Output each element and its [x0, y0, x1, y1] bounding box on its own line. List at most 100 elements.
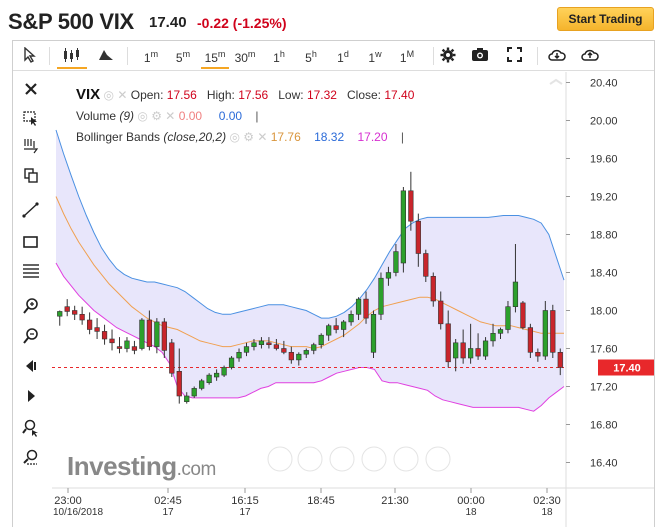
candle-down [87, 319, 93, 330]
cursor-icon[interactable] [17, 41, 43, 69]
timeframe-number: 1 [143, 51, 151, 65]
timeframe-number: 30 [234, 51, 248, 65]
candle-up [228, 357, 235, 368]
candle-down [116, 346, 123, 349]
price-chart[interactable]: 20.40 20.00 19.60 19.20 18.80 18.40 18.00 17.60… [52, 72, 656, 527]
gear-icon[interactable] [437, 41, 459, 69]
upload-icon[interactable] [578, 41, 602, 69]
rectangle-icon[interactable] [21, 232, 41, 252]
timeframe-15m-button[interactable]: 15m [201, 41, 229, 69]
scroll-right-icon[interactable] [21, 386, 41, 406]
chart-helper-icon [549, 78, 563, 85]
volume-value-2: 0.00 [218, 109, 243, 123]
candle-down [101, 331, 108, 340]
price-change: -0.22 (-1.25%) [197, 15, 287, 31]
volume-settings-icon[interactable]: ◎ ⚙ ✕ [137, 109, 179, 123]
copy-icon[interactable] [21, 166, 41, 186]
scroll-left-icon[interactable] [21, 356, 41, 376]
chart-nav-button [297, 446, 323, 472]
time-tick-date: 17 [162, 507, 174, 518]
timeframe-5h-button[interactable]: 5h [297, 41, 325, 69]
timeframe-number: 1 [273, 51, 280, 65]
time-tick-label: 02:45 [154, 495, 182, 507]
zoom-in-icon[interactable] [21, 296, 41, 316]
time-tick-label: 02:30 [533, 495, 561, 507]
ohlc-legend: VIX ◎ ✕ Open: 17.56 High: 17.56 Low: 17.… [76, 86, 414, 103]
magnet-icon[interactable] [21, 136, 41, 156]
low-value: 17.32 [306, 88, 337, 102]
candle-up [468, 348, 474, 359]
candle-up [221, 367, 227, 376]
candle-up [497, 329, 504, 334]
candle-up [57, 311, 63, 317]
timeframe-1h-button[interactable]: 1h [265, 41, 293, 69]
camera-icon[interactable] [469, 41, 491, 69]
investing-watermark: Investing.com [67, 451, 216, 482]
timeframe-1m-button[interactable]: 1m [137, 41, 165, 69]
candle-up [370, 314, 377, 353]
fibonacci-icon[interactable] [21, 260, 41, 280]
candle-up [184, 395, 190, 402]
price-tick-label: 18.40 [590, 268, 618, 280]
candle-down [550, 310, 556, 353]
chart-nav-button [329, 446, 355, 472]
area-chart-icon[interactable] [93, 41, 119, 69]
time-tick-label: 21:30 [381, 495, 409, 507]
bollinger-middle-line [55, 196, 564, 350]
chart-toolbar: 1m 5m 15m 30m 1h 5h 1d 1w 1M [13, 41, 654, 71]
low-label: Low: [278, 88, 304, 102]
candle-down [408, 190, 414, 222]
zoom-out-icon[interactable] [21, 326, 41, 346]
candle-down [273, 344, 279, 349]
download-icon[interactable] [545, 41, 569, 69]
price-tick-label: 20.00 [590, 116, 618, 128]
candle-up [400, 190, 406, 264]
candle-up [296, 353, 302, 361]
eye-icon[interactable]: ◎ ✕ [103, 88, 131, 102]
toolbar-separator [433, 47, 434, 65]
bollinger-legend: Bollinger Bands (close,20,2) ◎ ⚙ ✕ 17.76… [76, 130, 404, 144]
drawing-tools [13, 72, 51, 472]
close-icon[interactable] [21, 79, 41, 99]
bollinger-mid-value: 17.76 [270, 130, 301, 144]
candle-down [79, 314, 85, 321]
fullscreen-icon[interactable] [503, 41, 525, 69]
bollinger-upper-line [55, 129, 565, 319]
timeframe-30m-button[interactable]: 30m [231, 41, 259, 69]
toolbar-separator [537, 47, 538, 65]
candle-down [131, 346, 138, 351]
candle-up [326, 325, 332, 336]
open-value: 17.56 [166, 88, 197, 102]
candle-down [146, 319, 152, 347]
bollinger-settings-icon[interactable]: ◎ ⚙ ✕ [229, 130, 271, 144]
candle-up [154, 321, 160, 347]
volume-param: (9) [119, 109, 135, 123]
watermark-suffix: .com [176, 459, 217, 480]
candle-up [490, 332, 496, 342]
timeframe-1d-button[interactable]: 1d [329, 41, 357, 69]
chart-nav-button [425, 446, 451, 472]
timeframe-number: 1 [368, 51, 376, 65]
candle-down [72, 310, 78, 315]
time-tick-label: 16:15 [231, 495, 259, 507]
candle-down [288, 351, 294, 361]
reset-zoom-icon[interactable] [21, 448, 41, 468]
timeframe-unit: m [182, 49, 191, 59]
timeframe-1M-button[interactable]: 1M [393, 41, 421, 69]
volume-value-1: 0.00 [178, 109, 203, 123]
trend-line-icon[interactable] [21, 200, 41, 220]
open-label: Open: [130, 88, 164, 102]
crosshair-select-icon[interactable] [21, 108, 41, 128]
candle-down [527, 327, 533, 353]
candle-up [453, 342, 459, 359]
instrument-title: S&P 500 VIX [8, 9, 134, 34]
candle-down [438, 300, 444, 325]
bollinger-label: Bollinger Bands [76, 130, 161, 144]
candles-icon[interactable] [57, 41, 87, 69]
zoom-cursor-icon[interactable] [21, 418, 41, 438]
timeframe-1w-button[interactable]: 1w [361, 41, 389, 69]
timeframe-number: 1 [337, 51, 344, 65]
toolbar-separator [49, 47, 50, 65]
start-trading-button[interactable]: Start Trading [557, 7, 654, 31]
timeframe-5m-button[interactable]: 5m [169, 41, 197, 69]
